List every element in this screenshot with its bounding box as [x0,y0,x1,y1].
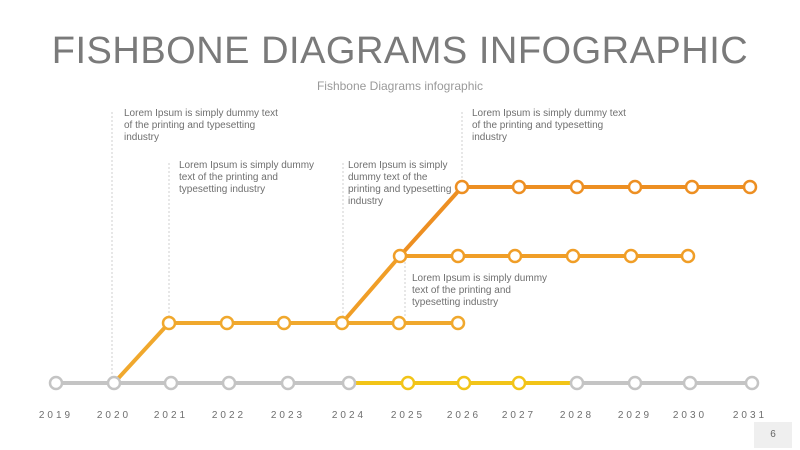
timeline-node [744,375,760,391]
branch-2-node [392,248,408,264]
branch-2 [340,254,688,325]
branch-1-node [450,315,466,331]
branch-3-node [742,179,758,195]
year-label: 2025 [391,410,425,421]
timeline-node [682,375,698,391]
year-label: 2030 [673,410,707,421]
year-label: 2021 [154,410,188,421]
timeline-node [341,375,357,391]
year-label: 2026 [447,410,481,421]
annotation-text-5: Lorem Ipsum is simply dummy text of the … [412,273,548,308]
branch-2-node [507,248,523,264]
year-label: 2031 [733,410,767,421]
year-label: 2019 [39,410,73,421]
branch-1 [112,321,458,385]
timeline-node [106,375,122,391]
year-label: 2028 [560,410,594,421]
branch-3-node [511,179,527,195]
branch-3 [398,185,750,258]
timeline-node [569,375,585,391]
branch-1-node [219,315,235,331]
year-label: 2024 [332,410,366,421]
branch-2-node [565,248,581,264]
year-label: 2020 [97,410,131,421]
year-label: 2027 [502,410,536,421]
branch-2-node [680,248,696,264]
branch-1-node [276,315,292,331]
page-title: FISHBONE DIAGRAMS INFOGRAPHIC [51,30,749,72]
branch-1-node [334,315,350,331]
annotation-text-3: Lorem Ipsum is simply dummy text of the … [348,160,452,207]
timeline-node [48,375,64,391]
branch-3-node [627,179,643,195]
annotation-text-2: Lorem Ipsum is simply dummy text of the … [179,160,315,195]
branch-2-node [450,248,466,264]
branch-3-node [569,179,585,195]
branch-2-node [623,248,639,264]
timeline-node [511,375,527,391]
timeline-node [627,375,643,391]
branch-3-node [684,179,700,195]
branch-1-node [161,315,177,331]
timeline-node [280,375,296,391]
timeline-node [221,375,237,391]
year-label: 2022 [212,410,246,421]
year-label: 2023 [271,410,305,421]
branch-3-node [454,179,470,195]
timeline-node [456,375,472,391]
page-number-badge: 6 [754,422,792,448]
branch-1-node [391,315,407,331]
annotation-text-1: Lorem Ipsum is simply dummy text of the … [124,108,278,143]
timeline-node [163,375,179,391]
timeline-node [400,375,416,391]
page-subtitle: Fishbone Diagrams infographic [316,79,484,93]
annotation-text-4: Lorem Ipsum is simply dummy text of the … [472,108,626,143]
year-label: 2029 [618,410,652,421]
